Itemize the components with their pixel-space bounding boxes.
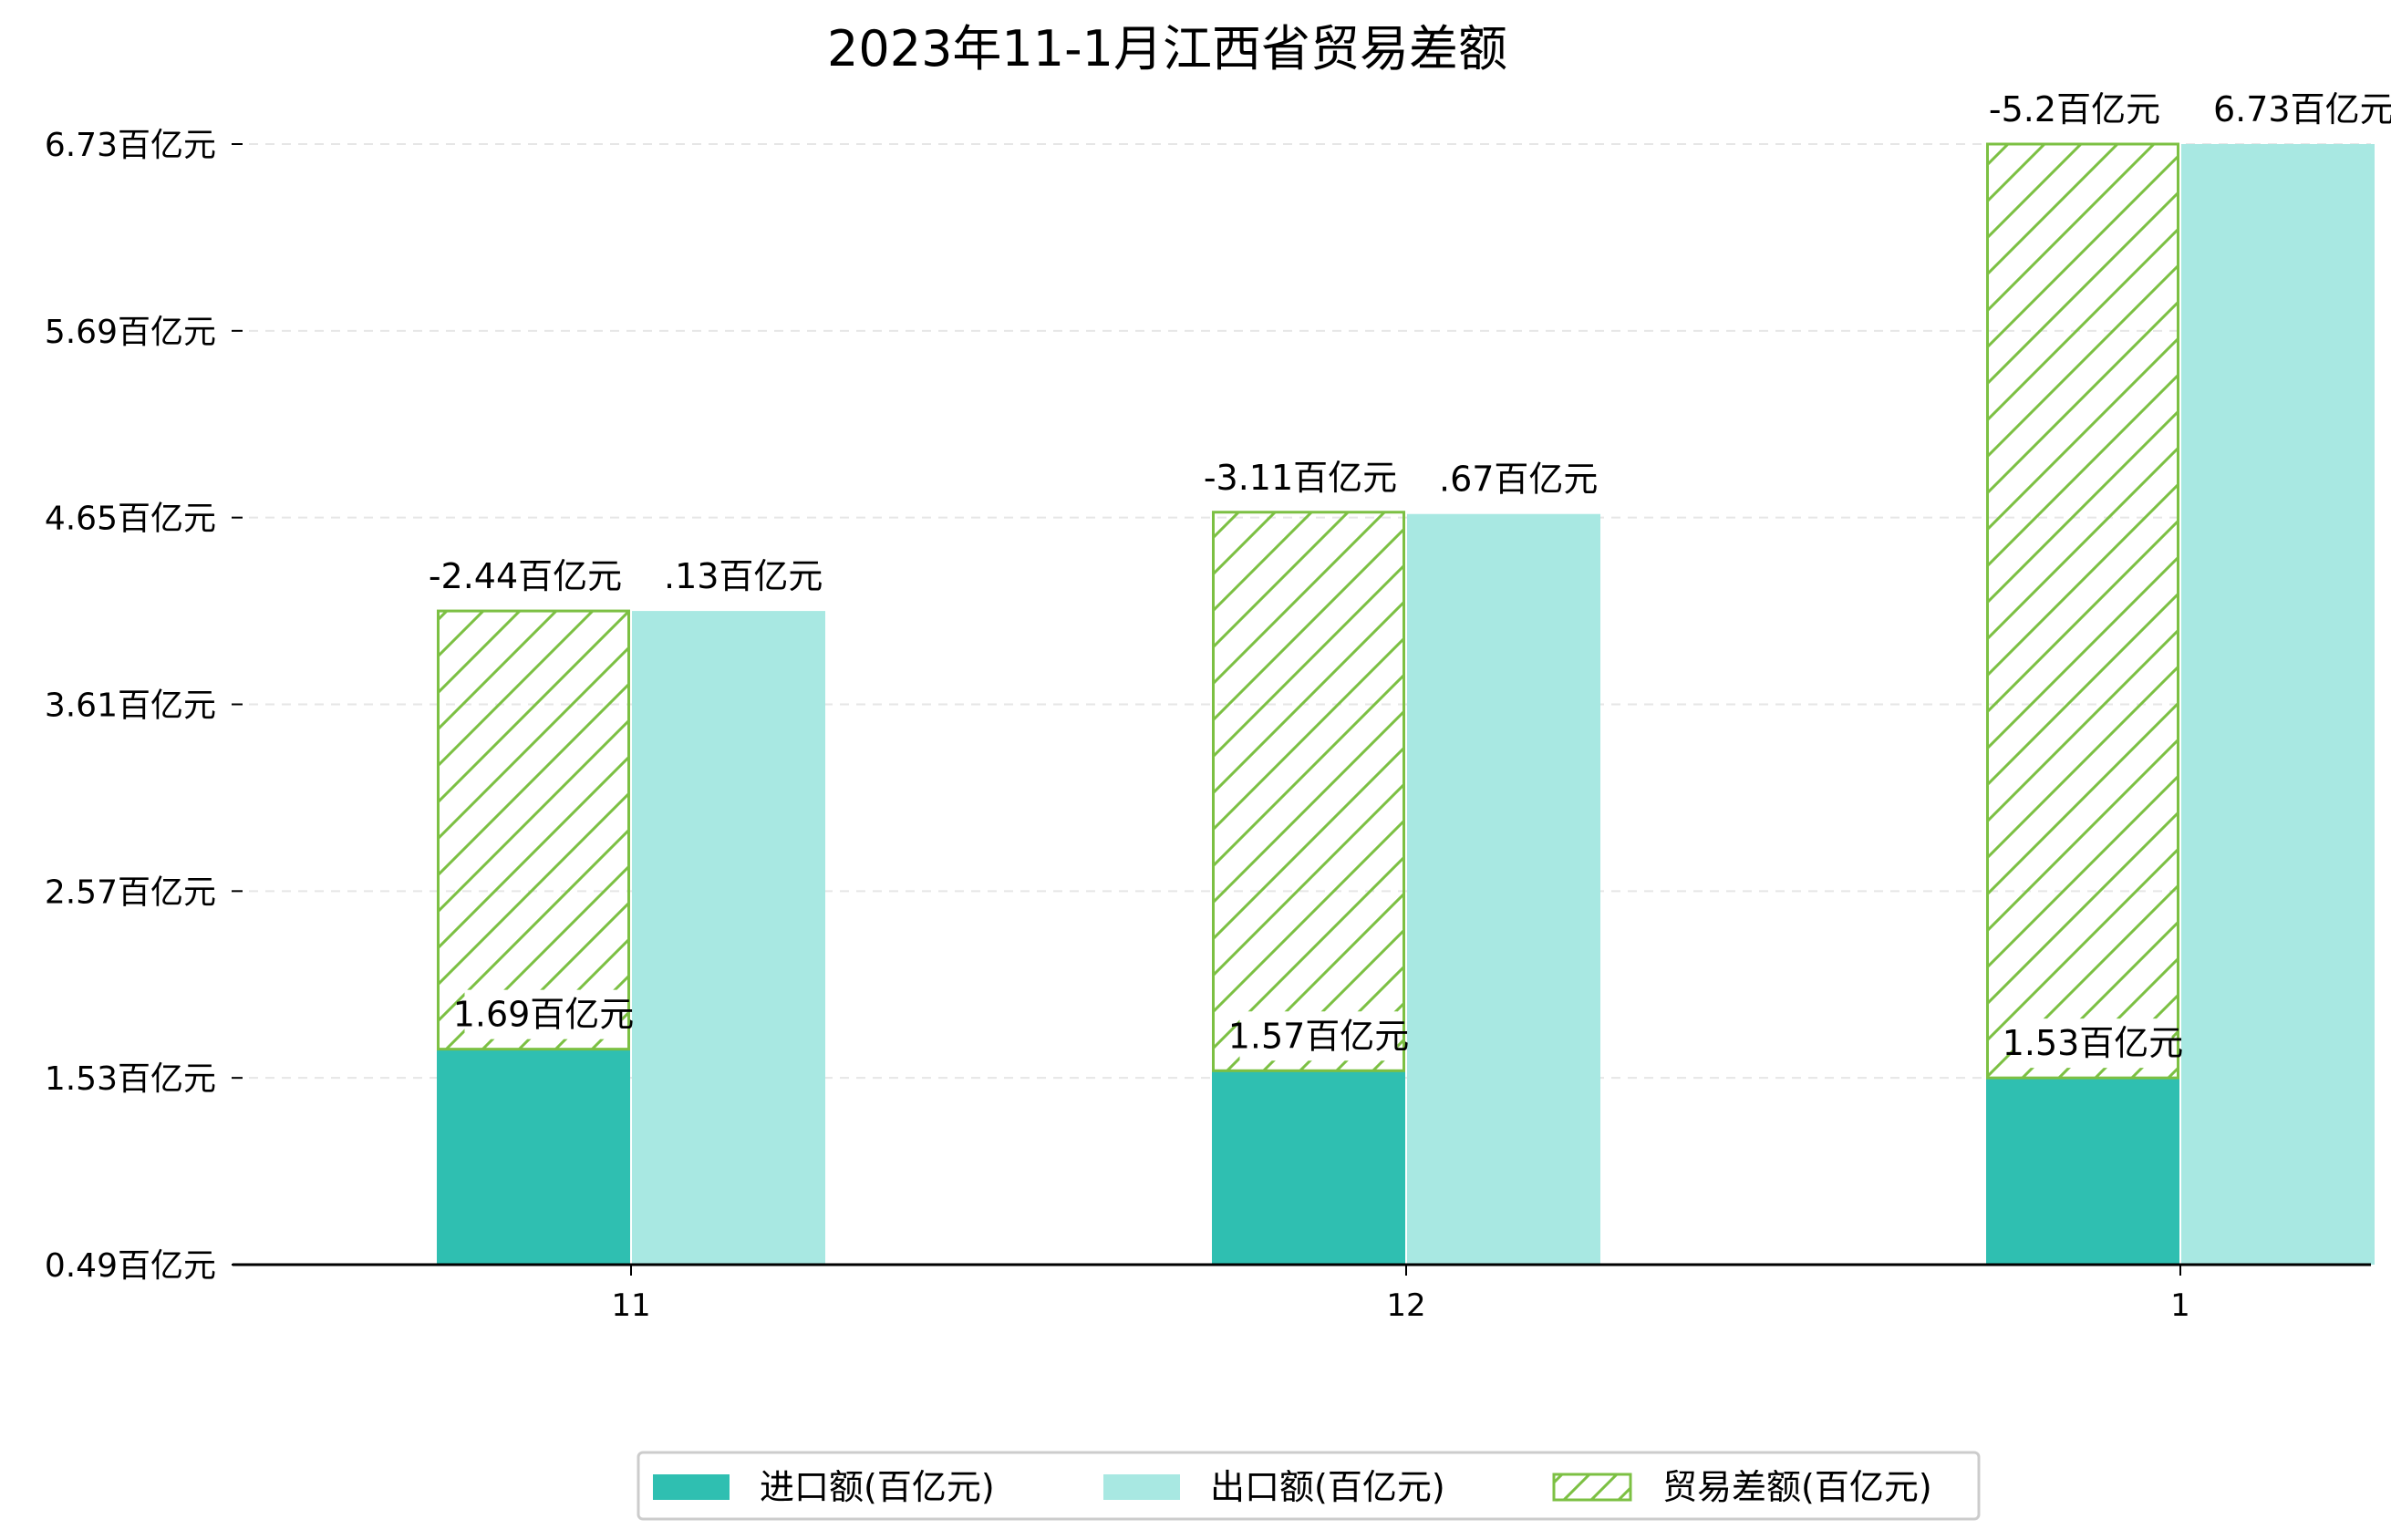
data-label: .67百亿元 <box>1439 460 1598 500</box>
bar-trade-balance <box>1986 142 2179 1080</box>
y-tick-label: 0.49百亿元 <box>45 1247 216 1285</box>
y-tick-label: 6.73百亿元 <box>45 127 216 164</box>
data-label: -3.11百亿元 <box>1204 458 1397 498</box>
x-axis: 11 12 1 <box>233 1263 2371 1324</box>
legend-label-export: 出口额(百亿元) <box>1210 1467 1445 1507</box>
x-tick-label: 12 <box>1386 1287 1425 1324</box>
data-label-background <box>1212 452 1389 502</box>
legend-swatch-export <box>1103 1474 1180 1500</box>
legend-frame <box>637 1451 1981 1521</box>
data-label: .13百亿元 <box>664 556 823 596</box>
bar-trade-balance <box>437 609 630 1051</box>
data-label: 1.57百亿元 <box>1228 1016 1410 1056</box>
bar-trade-balance <box>1212 511 1405 1072</box>
bar-import <box>437 1049 630 1265</box>
data-label: 6.73百亿元 <box>2213 89 2391 129</box>
bar-export <box>2181 144 2375 1265</box>
data-label-background <box>2013 1018 2172 1069</box>
x-tick-label: 11 <box>611 1287 650 1324</box>
data-label-background <box>2201 85 2359 134</box>
y-tick-label: 1.53百亿元 <box>45 1060 216 1098</box>
data-label-background <box>437 552 614 602</box>
legend: 进口额(百亿元) 出口额(百亿元) 贸易差额(百亿元) <box>637 1451 1981 1521</box>
data-label: 1.69百亿元 <box>453 995 635 1035</box>
bar-import <box>1212 1070 1405 1265</box>
data-label-background <box>464 989 623 1039</box>
data-label: 1.53百亿元 <box>2003 1023 2184 1063</box>
y-tick-label: 4.65百亿元 <box>45 501 216 538</box>
chart-title: 2023年11-1月江西省贸易差额 <box>827 20 1507 78</box>
x-tick-label: 1 <box>2170 1287 2190 1324</box>
data-label: -2.44百亿元 <box>429 556 622 596</box>
bars <box>437 142 2375 1265</box>
data-label-background <box>1427 454 1566 504</box>
legend-label-balance: 贸易差额(百亿元) <box>1662 1467 1932 1507</box>
legend-swatch-import <box>653 1474 730 1500</box>
y-tick-label: 3.61百亿元 <box>45 687 216 725</box>
bar-export <box>632 611 825 1265</box>
data-label-background <box>652 552 791 602</box>
data-labels: -2.44百亿元 .13百亿元 1.69百亿元 -3.11百亿元 .67百亿元 1.57百… <box>429 85 2391 1069</box>
y-tick-label: 2.57百亿元 <box>45 873 216 911</box>
data-label-background <box>1239 1011 1398 1061</box>
bar-export <box>1407 513 1600 1265</box>
data-label-background <box>1995 85 2154 134</box>
y-axis: 0.49百亿元 1.53百亿元 2.57百亿元 3.61百亿元 4.65百亿元 5.69百… <box>45 127 243 1285</box>
legend-label-import: 进口额(百亿元) <box>760 1467 995 1507</box>
legend-swatch-balance <box>1552 1473 1632 1502</box>
data-label: -5.2百亿元 <box>1989 89 2160 129</box>
y-tick-label: 5.69百亿元 <box>45 314 216 351</box>
bar-import <box>1986 1078 2179 1265</box>
